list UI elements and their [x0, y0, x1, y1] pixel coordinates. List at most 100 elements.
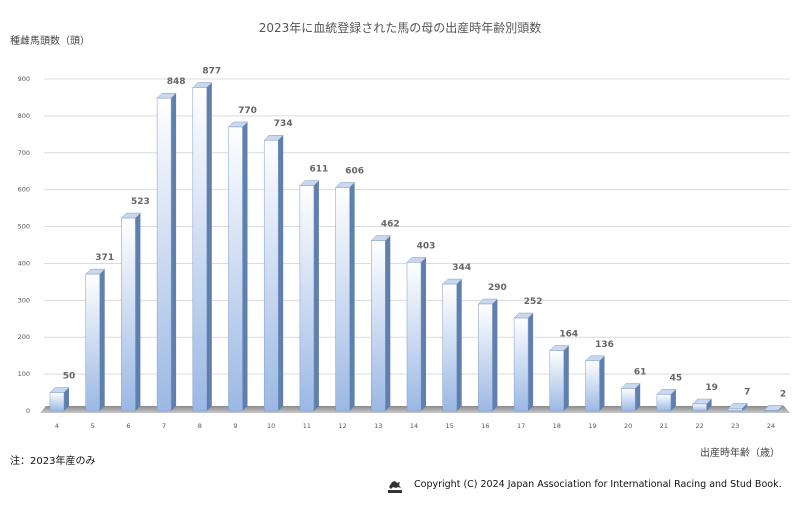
- bar-side: [635, 383, 641, 411]
- bar-front: [692, 403, 707, 412]
- y-axis-ticks: 0 100 200 300 400 500 600 700 800 900: [18, 75, 30, 415]
- x-axis-label: 出産時年齢（歳）: [700, 446, 780, 459]
- bar-front: [263, 139, 279, 412]
- bar-front: [442, 283, 457, 412]
- data-label: 164: [559, 330, 578, 340]
- x-tick-label: 5: [91, 422, 95, 430]
- data-label: 61: [634, 367, 647, 377]
- x-tick-label: 21: [660, 422, 668, 430]
- bar-side: [64, 387, 69, 411]
- y-tick-label: 900: [18, 75, 30, 83]
- x-tick-label: 22: [695, 422, 703, 430]
- bar-front: [406, 262, 422, 412]
- x-tick-label: 15: [446, 422, 454, 430]
- footnote: 注：2023年産のみ: [10, 456, 96, 467]
- bar: [85, 268, 106, 412]
- bar-front: [335, 187, 350, 412]
- bars: [49, 82, 784, 412]
- chart-title: 2023年に血統登録された馬の母の出産時年齢別頭数: [259, 20, 542, 35]
- data-label: 19: [705, 383, 718, 393]
- data-label: 734: [274, 119, 293, 129]
- bar-front: [478, 303, 493, 412]
- bar: [263, 134, 284, 412]
- x-tick-label: 10: [267, 422, 275, 430]
- bar: [406, 257, 427, 412]
- data-label: 2: [780, 389, 786, 399]
- data-label: 7: [744, 387, 750, 397]
- bar-side: [313, 180, 319, 411]
- data-label: 50: [63, 372, 76, 382]
- x-tick-label: 11: [303, 422, 311, 430]
- x-tick-label: 12: [338, 422, 346, 430]
- data-label: 371: [95, 253, 114, 263]
- bar: [299, 180, 320, 412]
- y-tick-label: 700: [18, 149, 30, 157]
- x-tick-label: 8: [198, 422, 202, 430]
- bar: [656, 389, 677, 412]
- jairs-logo-icon: [388, 481, 402, 493]
- data-label: 290: [488, 283, 507, 293]
- bar-front: [121, 217, 136, 412]
- bar: [727, 403, 748, 412]
- bar-side: [742, 403, 748, 411]
- bar-side: [349, 182, 355, 411]
- x-tick-label: 20: [624, 422, 632, 430]
- bar: [49, 387, 70, 412]
- y-axis-label: 種雌馬頭数（頭）: [10, 34, 90, 47]
- bar-front: [656, 394, 672, 412]
- bar: [691, 398, 713, 412]
- data-label: 523: [131, 197, 150, 207]
- x-tick-label: 17: [517, 422, 525, 430]
- y-tick-label: 500: [18, 223, 30, 231]
- bar-front: [85, 273, 100, 412]
- bar: [584, 355, 606, 412]
- y-tick-label: 0: [26, 407, 30, 415]
- bar-side: [706, 398, 712, 411]
- data-label: 136: [595, 340, 614, 350]
- data-label: 606: [345, 166, 364, 176]
- bar: [227, 121, 249, 412]
- x-tick-label: 14: [410, 422, 418, 430]
- bar-side: [242, 121, 248, 411]
- bar-front: [371, 240, 386, 412]
- bar-side: [492, 299, 498, 411]
- bar-side: [206, 82, 212, 412]
- bar-front: [299, 185, 315, 412]
- bar-front: [192, 87, 208, 412]
- bar-front: [728, 408, 743, 412]
- bar-front: [228, 126, 243, 412]
- y-tick-label: 200: [18, 333, 30, 341]
- x-tick-label: 4: [55, 422, 59, 430]
- bar: [442, 278, 463, 412]
- bar: [120, 212, 142, 412]
- y-tick-label: 600: [18, 186, 30, 194]
- bar-side: [670, 389, 676, 411]
- bar-side: [171, 93, 177, 411]
- x-tick-label: 16: [481, 422, 489, 430]
- bar-front: [513, 317, 529, 412]
- data-labels: 50 371 523 848 877 770 734 611 606 462 403 344 290 25…: [63, 66, 786, 399]
- copyright-notice: Copyright (C) 2024 Japan Association for…: [414, 479, 782, 490]
- bar-side: [385, 235, 391, 411]
- y-tick-label: 400: [18, 259, 30, 267]
- data-label: 403: [417, 241, 436, 251]
- bar-side: [599, 355, 605, 411]
- y-tick-label: 800: [18, 112, 30, 120]
- bar-front: [49, 392, 65, 412]
- bar-side: [563, 345, 569, 411]
- data-label: 877: [202, 66, 221, 76]
- bar-front: [620, 388, 636, 412]
- x-tick-label: 7: [162, 422, 166, 430]
- x-tick-label: 23: [731, 422, 739, 430]
- data-label: 462: [381, 220, 400, 230]
- bar-side: [135, 213, 141, 411]
- data-label: 848: [167, 77, 186, 87]
- bar: [370, 235, 391, 412]
- y-tick-label: 100: [18, 370, 30, 378]
- bar: [620, 383, 641, 412]
- bar: [549, 345, 570, 412]
- x-tick-label: 9: [233, 422, 237, 430]
- bar-side: [99, 269, 105, 411]
